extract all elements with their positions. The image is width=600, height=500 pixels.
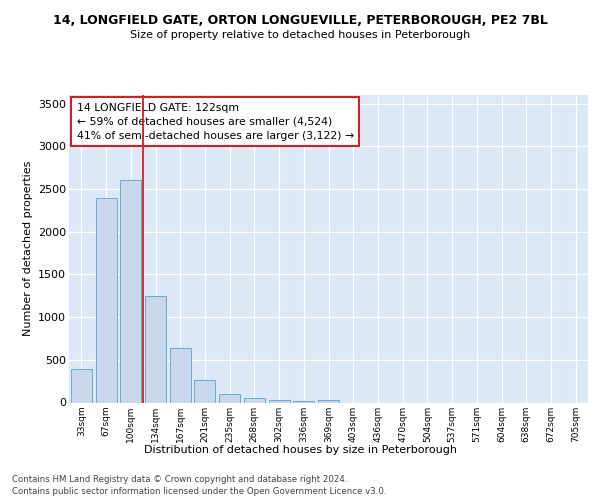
Text: 14, LONGFIELD GATE, ORTON LONGUEVILLE, PETERBOROUGH, PE2 7BL: 14, LONGFIELD GATE, ORTON LONGUEVILLE, P… bbox=[53, 14, 547, 26]
Text: Distribution of detached houses by size in Peterborough: Distribution of detached houses by size … bbox=[143, 445, 457, 455]
Bar bbox=[170, 348, 191, 403]
Text: Size of property relative to detached houses in Peterborough: Size of property relative to detached ho… bbox=[130, 30, 470, 40]
Text: Contains public sector information licensed under the Open Government Licence v3: Contains public sector information licen… bbox=[12, 486, 386, 496]
Bar bbox=[145, 296, 166, 403]
Bar bbox=[269, 400, 290, 402]
Y-axis label: Number of detached properties: Number of detached properties bbox=[23, 161, 32, 336]
Bar bbox=[244, 398, 265, 402]
Bar bbox=[293, 401, 314, 402]
Bar bbox=[194, 380, 215, 402]
Text: Contains HM Land Registry data © Crown copyright and database right 2024.: Contains HM Land Registry data © Crown c… bbox=[12, 474, 347, 484]
Bar bbox=[95, 198, 116, 402]
Text: 14 LONGFIELD GATE: 122sqm
← 59% of detached houses are smaller (4,524)
41% of se: 14 LONGFIELD GATE: 122sqm ← 59% of detac… bbox=[77, 102, 354, 141]
Bar bbox=[120, 180, 141, 402]
Bar bbox=[219, 394, 240, 402]
Bar bbox=[71, 369, 92, 402]
Bar bbox=[318, 400, 339, 402]
